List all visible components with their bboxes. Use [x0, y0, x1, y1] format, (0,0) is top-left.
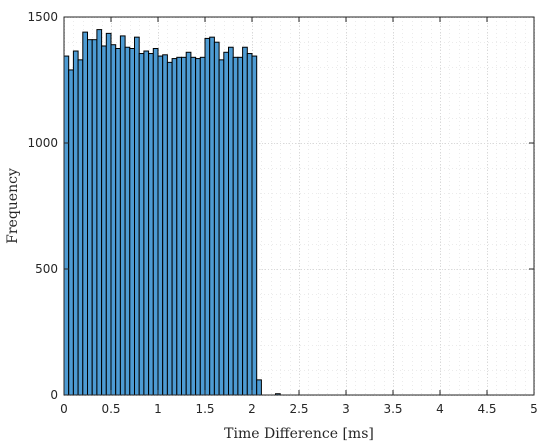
histogram-bar — [166, 61, 173, 396]
histogram-bar — [199, 56, 206, 396]
histogram-bar — [143, 50, 150, 396]
histogram-bar — [181, 56, 187, 396]
histogram-bar — [185, 51, 192, 396]
histogram-bar — [237, 56, 244, 396]
histogram-bar — [129, 48, 136, 396]
histogram-bar — [68, 69, 74, 396]
x-tick-label: 4.5 — [477, 402, 496, 416]
x-tick-label: 0.5 — [101, 402, 120, 416]
bars — [63, 29, 281, 396]
histogram-bar — [91, 39, 98, 396]
histogram-bar — [87, 39, 93, 396]
histogram-bar — [82, 31, 89, 396]
histogram-bar — [209, 36, 215, 396]
histogram-bar — [246, 53, 253, 396]
histogram-bar — [157, 55, 164, 396]
y-tick-label: 1500 — [27, 10, 58, 24]
histogram-bar — [152, 48, 159, 396]
histogram-bar — [110, 44, 117, 396]
y-axis-label: Frequency — [5, 168, 21, 244]
histogram-bar — [223, 51, 230, 396]
ticks: 0 0.5 1 1.5 2 2.5 3 3.5 4 4.5 5 0 500 1000 1500 — [27, 10, 537, 416]
x-tick-label: 4 — [436, 402, 444, 416]
histogram-bar — [101, 45, 107, 396]
histogram-bar — [190, 56, 197, 396]
x-tick-label: 3 — [342, 402, 350, 416]
histogram-bar — [148, 53, 154, 396]
histogram-bar — [228, 46, 234, 396]
histogram-bar — [256, 379, 262, 396]
histogram-bar — [63, 55, 70, 396]
histogram-bar — [72, 50, 79, 396]
histogram-bar — [242, 46, 248, 396]
x-tick-label: 2.5 — [289, 402, 308, 416]
x-tick-label: 1.5 — [195, 402, 214, 416]
histogram-bar — [162, 54, 168, 396]
y-tick-label: 500 — [35, 262, 58, 276]
x-tick-label: 3.5 — [383, 402, 402, 416]
histogram-bar — [96, 29, 103, 396]
histogram-bar — [138, 53, 145, 396]
histogram-bar — [204, 37, 211, 396]
histogram-bar — [251, 55, 258, 396]
x-tick-label: 1 — [154, 402, 162, 416]
histogram-bar — [115, 48, 121, 396]
y-tick-label: 0 — [50, 388, 58, 402]
histogram-bar — [218, 59, 225, 396]
histogram-bar — [176, 56, 183, 396]
histogram-bar — [171, 58, 178, 396]
histogram-bar — [213, 41, 220, 396]
histogram-bar — [105, 32, 112, 396]
histogram-bar — [232, 56, 239, 396]
x-tick-label: 2 — [248, 402, 256, 416]
histogram-bar — [134, 36, 140, 396]
histogram-bar — [119, 35, 126, 396]
y-tick-label: 1000 — [27, 136, 58, 150]
x-tick-label: 5 — [530, 402, 538, 416]
histogram-bar — [195, 58, 201, 396]
x-axis-label: Time Difference [ms] — [224, 426, 374, 442]
x-tick-label: 0 — [60, 402, 68, 416]
histogram-bar — [124, 46, 131, 396]
histogram-bar — [77, 59, 84, 396]
